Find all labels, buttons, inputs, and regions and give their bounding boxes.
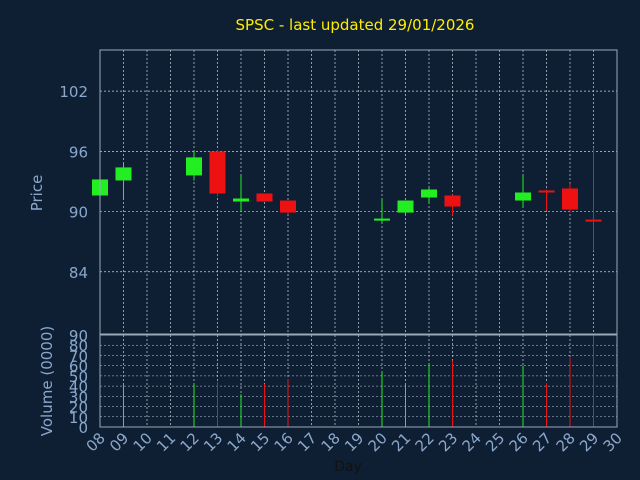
price-axis-label: Price — [28, 175, 46, 212]
volume-tick-label: 60 — [69, 358, 88, 376]
candle-body — [421, 189, 437, 198]
price-tick-label: 96 — [69, 143, 88, 161]
volume-tick-label: 30 — [69, 388, 88, 406]
chart-title: SPSC - last updated 29/01/2026 — [236, 16, 475, 34]
candle-body — [562, 188, 578, 210]
volume-tick-label: 10 — [69, 409, 88, 427]
x-axis: 0809101112131415161718192021222324252627… — [83, 429, 626, 455]
volume-tick-label: 50 — [69, 368, 88, 386]
price-tick-label: 84 — [69, 264, 88, 282]
volume-axis-label: Volume (0000) — [38, 326, 56, 436]
price-panel: 84 90 96 102 — [59, 49, 618, 335]
candle-body — [397, 200, 414, 213]
candle-body — [585, 219, 602, 222]
candle-body — [374, 218, 390, 221]
volume-tick-label: 70 — [69, 347, 88, 365]
candle-body — [186, 157, 202, 176]
candle-body — [115, 167, 132, 181]
candle-body — [256, 193, 273, 202]
candle-body — [280, 200, 296, 213]
volume-frame — [99, 334, 618, 428]
volume-tick-label: 80 — [69, 337, 88, 355]
price-tick-label: 90 — [69, 204, 88, 222]
volume-tick-label: 90 — [69, 327, 88, 345]
candle-body — [233, 198, 249, 202]
candle-body — [538, 190, 555, 193]
volume-tick-label: 20 — [69, 399, 88, 417]
volume-tick-label: 40 — [69, 378, 88, 396]
price-frame — [99, 49, 618, 335]
candle-body — [444, 195, 461, 207]
x-axis-label: Day — [334, 459, 362, 475]
candle-body — [209, 151, 226, 194]
volume-tick-label: 0 — [78, 419, 88, 437]
candle-body — [515, 192, 531, 201]
price-tick-label: 102 — [59, 83, 88, 101]
